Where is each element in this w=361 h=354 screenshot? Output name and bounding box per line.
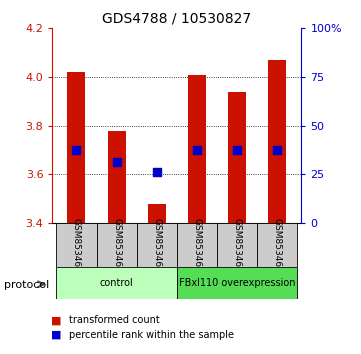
Text: FBxl110 overexpression: FBxl110 overexpression	[179, 278, 295, 288]
Bar	[108, 131, 126, 223]
Text: transformed count: transformed count	[69, 315, 159, 325]
Text: GSM853462: GSM853462	[72, 218, 81, 273]
Text: ■: ■	[51, 330, 61, 339]
Text: GSM853464: GSM853464	[152, 218, 161, 273]
Point	[274, 147, 280, 153]
Bar	[68, 72, 86, 223]
Text: control: control	[100, 278, 134, 288]
Point	[154, 169, 160, 175]
FancyBboxPatch shape	[56, 267, 177, 299]
Point	[74, 147, 79, 153]
Bar	[228, 92, 246, 223]
FancyBboxPatch shape	[177, 223, 217, 267]
Text: GSM853463: GSM853463	[112, 218, 121, 273]
FancyBboxPatch shape	[137, 223, 177, 267]
Text: protocol: protocol	[4, 280, 49, 290]
FancyBboxPatch shape	[96, 223, 137, 267]
Text: GSM853467: GSM853467	[273, 218, 282, 273]
FancyBboxPatch shape	[217, 223, 257, 267]
Text: percentile rank within the sample: percentile rank within the sample	[69, 330, 234, 339]
Text: GSM853465: GSM853465	[192, 218, 201, 273]
Point	[194, 147, 200, 153]
FancyBboxPatch shape	[56, 223, 96, 267]
Bar	[148, 204, 166, 223]
Bar	[188, 75, 206, 223]
FancyBboxPatch shape	[177, 267, 297, 299]
FancyBboxPatch shape	[257, 223, 297, 267]
Text: ■: ■	[51, 315, 61, 325]
Point	[114, 159, 119, 165]
Point	[234, 147, 240, 153]
Text: GSM853466: GSM853466	[232, 218, 242, 273]
Bar	[268, 60, 286, 223]
Title: GDS4788 / 10530827: GDS4788 / 10530827	[102, 12, 252, 26]
